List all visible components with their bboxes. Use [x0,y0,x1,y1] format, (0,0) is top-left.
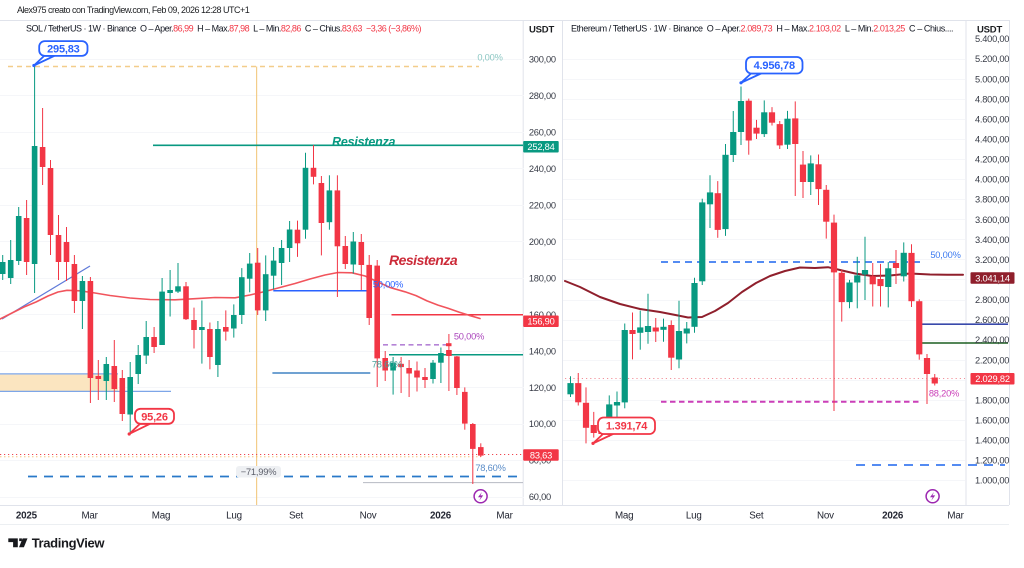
svg-text:78,60%: 78,60% [475,463,505,473]
svg-text:300,00: 300,00 [529,54,556,64]
svg-text:Ethereum / TetherUS · 1W · Bin: Ethereum / TetherUS · 1W · Binance O – A… [571,24,953,34]
svg-text:Mag: Mag [615,511,633,522]
svg-text:200,00: 200,00 [529,237,556,247]
svg-text:Set: Set [289,511,304,522]
svg-text:260,00: 260,00 [529,127,556,137]
svg-text:4.800,00: 4.800,00 [975,94,1009,104]
svg-text:USDT: USDT [529,25,554,36]
svg-text:88,20%: 88,20% [929,389,959,399]
svg-text:1.200,00: 1.200,00 [975,456,1009,466]
svg-text:50,00%: 50,00% [373,280,403,290]
svg-text:5.200,00: 5.200,00 [975,54,1009,64]
svg-text:Set: Set [749,511,764,522]
svg-text:TradingView: TradingView [32,536,106,551]
svg-text:Nov: Nov [817,511,834,522]
svg-text:5.000,00: 5.000,00 [975,74,1009,84]
svg-text:160,00: 160,00 [529,310,556,320]
svg-text:1.400,00: 1.400,00 [975,436,1009,446]
svg-text:Mar: Mar [81,511,98,522]
svg-text:50,00%: 50,00% [454,332,484,342]
svg-text:50,00%: 50,00% [930,250,960,260]
svg-text:Lug: Lug [226,511,242,522]
svg-text:1.800,00: 1.800,00 [975,395,1009,405]
svg-text:Lug: Lug [686,511,702,522]
svg-text:2.800,00: 2.800,00 [975,295,1009,305]
svg-text:120,00: 120,00 [529,383,556,393]
svg-text:3.400,00: 3.400,00 [975,235,1009,245]
svg-text:−71,99%: −71,99% [241,467,277,477]
svg-text:100,00: 100,00 [529,419,556,429]
svg-text:1.391,74: 1.391,74 [606,421,648,433]
svg-text:3.800,00: 3.800,00 [975,195,1009,205]
svg-text:SOL / TetherUS · 1W · Binance: SOL / TetherUS · 1W · Binance O – Aper.8… [26,24,421,34]
svg-text:95,26: 95,26 [141,411,168,423]
svg-text:2.200,00: 2.200,00 [975,355,1009,365]
svg-text:Mar: Mar [496,511,513,522]
svg-text:2025: 2025 [16,511,38,522]
svg-text:83,63: 83,63 [530,450,552,460]
svg-text:4.200,00: 4.200,00 [975,155,1009,165]
svg-text:180,00: 180,00 [529,273,556,283]
svg-text:240,00: 240,00 [529,164,556,174]
svg-text:4.600,00: 4.600,00 [975,114,1009,124]
svg-text:Nov: Nov [360,511,377,522]
svg-text:USDT: USDT [977,25,1002,36]
svg-text:Resistenza: Resistenza [389,252,458,268]
svg-text:0,00%: 0,00% [477,53,502,63]
svg-text:Resistenza: Resistenza [332,135,396,149]
svg-text:4.000,00: 4.000,00 [975,175,1009,185]
svg-text:60,00: 60,00 [529,492,551,502]
svg-text:220,00: 220,00 [529,200,556,210]
svg-text:140,00: 140,00 [529,346,556,356]
svg-text:1.600,00: 1.600,00 [975,415,1009,425]
svg-text:3.200,00: 3.200,00 [975,255,1009,265]
svg-text:78,60%: 78,60% [372,360,402,370]
svg-text:4.400,00: 4.400,00 [975,134,1009,144]
svg-text:2.600,00: 2.600,00 [975,315,1009,325]
svg-text:Mar: Mar [947,511,964,522]
svg-text:3.600,00: 3.600,00 [975,215,1009,225]
svg-text:2.029,82: 2.029,82 [975,374,1010,384]
svg-text:Alex975 creato con TradingView: Alex975 creato con TradingView.com, Feb … [17,5,250,15]
svg-text:2026: 2026 [882,511,904,522]
svg-text:1.000,00: 1.000,00 [975,476,1009,486]
svg-text:5.400,00: 5.400,00 [975,34,1009,44]
svg-text:2026: 2026 [430,511,452,522]
svg-text:295,83: 295,83 [47,43,80,55]
svg-text:Mag: Mag [152,511,170,522]
svg-text:252,84: 252,84 [527,142,554,152]
svg-text:4.956,78: 4.956,78 [754,60,795,72]
svg-text:3.041,14: 3.041,14 [975,273,1010,283]
svg-text:2.400,00: 2.400,00 [975,335,1009,345]
svg-text:156,90: 156,90 [527,317,554,327]
svg-text:280,00: 280,00 [529,91,556,101]
